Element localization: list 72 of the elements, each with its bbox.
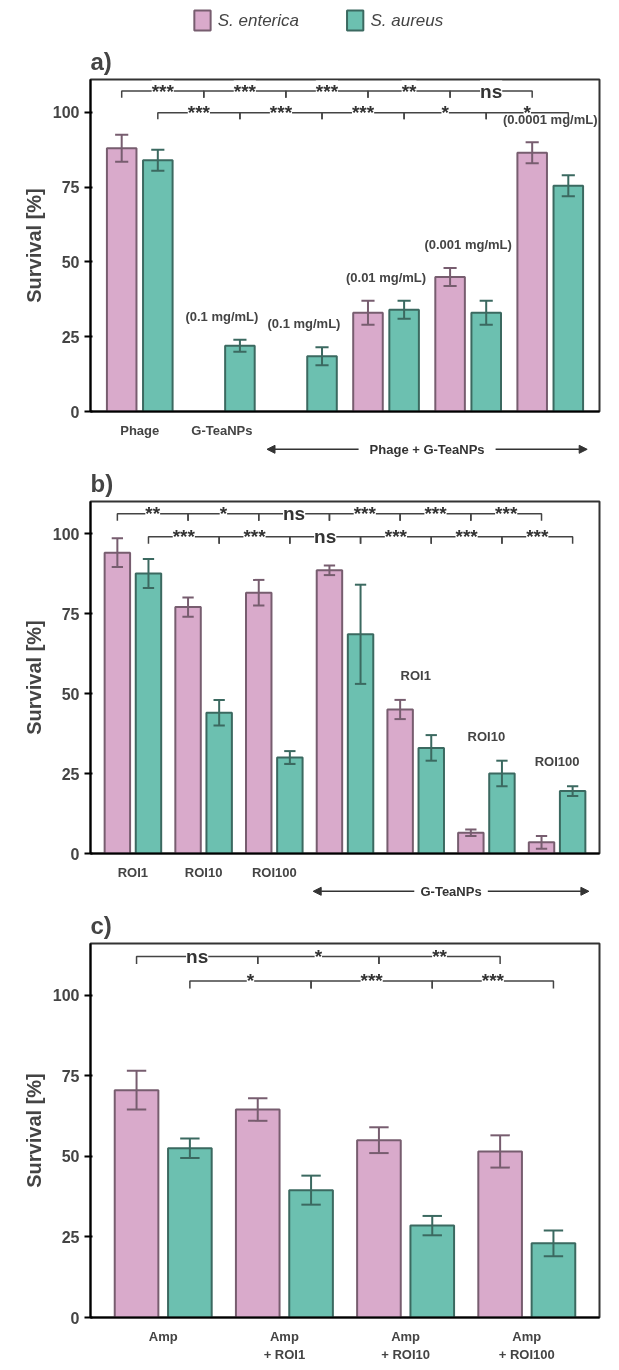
annotation: *** [243, 526, 267, 548]
y-tick-label: 0 [70, 845, 80, 863]
chart-title: c) [90, 911, 112, 939]
y-tick-label: 0 [70, 403, 80, 421]
annotation: *** [151, 80, 175, 102]
y-axis-title: Survival [%] [22, 188, 45, 303]
bar [558, 790, 587, 854]
y-tick-label: 100 [52, 525, 80, 543]
annotation: *** [315, 80, 339, 102]
bar [457, 831, 485, 854]
x-tick-label: ROI100 [251, 864, 297, 880]
annotation: * [314, 946, 323, 968]
annotation: (0.1 mg/mL) [185, 308, 259, 324]
annotation: ** [145, 503, 161, 525]
annotation: (0.001 mg/mL) [424, 237, 512, 253]
annotation: *** [495, 503, 518, 525]
y-tick-label: 50 [61, 1148, 80, 1166]
x-tick-label: Phage [120, 422, 160, 438]
annotation: (0.01 mg/mL) [345, 270, 427, 286]
legend-label: S. aureus [370, 11, 444, 30]
y-tick-label: 75 [61, 605, 80, 623]
annotation: *** [233, 80, 257, 102]
x-tick-label: ROI1 [117, 864, 149, 880]
annotation: *** [424, 503, 448, 525]
y-tick-label: 0 [70, 1309, 80, 1327]
annotation: * [246, 970, 255, 992]
y-tick-label: 25 [61, 765, 80, 783]
y-axis-title: Survival [%] [22, 1073, 45, 1188]
annotation: *** [481, 970, 505, 992]
annotation: * [441, 102, 450, 124]
annotation: ** [401, 80, 418, 102]
text: Phage + G-TeaNPs [369, 441, 485, 457]
y-tick-label: 75 [61, 1067, 80, 1085]
x-tick-label: Amp + ROI100 [498, 1328, 555, 1362]
chart-title: b) [90, 469, 114, 497]
annotation: *** [172, 526, 196, 548]
y-tick-label: 100 [52, 104, 80, 122]
annotation: *** [187, 102, 211, 124]
x-tick-label: Amp [148, 1328, 178, 1344]
x-tick-label: Amp + ROI1 [263, 1328, 306, 1362]
annotation: ROI10 [467, 728, 506, 744]
annotation: *** [269, 102, 293, 124]
chart-title: a) [90, 47, 112, 75]
legend-label: S. enterica [217, 11, 300, 30]
annotation: *** [360, 970, 384, 992]
annotation: ROI100 [534, 754, 580, 770]
y-tick-label: 100 [52, 987, 80, 1005]
annotation: *** [526, 526, 549, 548]
y-tick-label: 25 [61, 1228, 80, 1246]
x-tick-label: Amp + ROI10 [381, 1328, 430, 1362]
y-tick-label: 50 [61, 685, 80, 703]
annotation: *** [351, 102, 375, 124]
annotation: ns [314, 526, 337, 548]
y-tick-label: 25 [61, 328, 80, 346]
annotation: * [219, 503, 228, 525]
annotation: ns [186, 946, 209, 968]
annotation: *** [455, 526, 479, 548]
x-tick-label: ROI10 [184, 864, 223, 880]
annotation: ** [432, 946, 448, 968]
annotation: *** [384, 526, 408, 548]
annotation: (0.1 mg/mL) [267, 316, 341, 332]
bar [315, 569, 344, 854]
annotation: ROI1 [400, 667, 431, 683]
y-tick-label: 50 [61, 253, 80, 271]
y-tick-label: 75 [61, 179, 80, 197]
text: G-TeaNPs [420, 883, 482, 899]
bar [276, 756, 304, 854]
annotation: ns [480, 80, 503, 102]
bar [224, 344, 256, 412]
annotation: ns [283, 503, 306, 525]
y-axis-title: Survival [%] [22, 620, 45, 735]
annotation: *** [353, 503, 377, 525]
